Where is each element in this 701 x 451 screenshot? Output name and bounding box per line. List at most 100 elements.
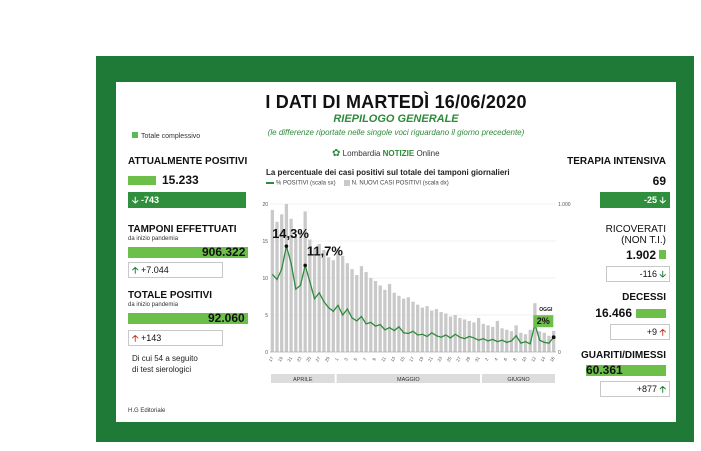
case-bar <box>430 310 434 352</box>
x-tick-label: 31 <box>474 355 481 362</box>
ti-delta-value: -25 <box>644 195 658 205</box>
x-tick-label: 12 <box>530 355 537 362</box>
ti-delta: -25 🡣 <box>600 192 670 208</box>
x-tick-label: 29 <box>465 355 472 362</box>
totpos-bar <box>128 313 248 324</box>
ric-label-2: (NON T.I.) <box>621 235 666 246</box>
tamponi-sub: da inizio pandemia <box>128 236 179 242</box>
case-bar <box>425 306 429 352</box>
case-bar <box>401 298 406 352</box>
case-bar <box>355 275 359 352</box>
x-tick-label: 8 <box>512 356 518 361</box>
chart-legend: % POSITIVI (scala sx) N. NUOVI CASI POSIT… <box>266 180 449 187</box>
brand-prefix: Lombardia <box>342 149 383 158</box>
case-bar <box>509 331 514 352</box>
legend-percent: % POSITIVI (scala sx) <box>276 180 336 187</box>
x-tick-label: 29 <box>324 355 331 362</box>
positivi-label: ATTUALMENTE POSITIVI <box>128 156 248 167</box>
totpos-delta-value: +143 <box>140 333 162 343</box>
x-tick-label: 3 <box>343 356 349 361</box>
month-label: APRILE <box>293 377 313 383</box>
arrow-up-icon: 🡡 <box>659 384 666 394</box>
x-tick-label: 21 <box>286 355 293 362</box>
case-bar <box>378 285 382 352</box>
brand-suffix: Online <box>414 149 440 158</box>
x-tick-label: 1 <box>334 356 340 361</box>
ric-bar <box>659 250 666 259</box>
case-bar <box>350 269 354 352</box>
page-subtitle: RIEPILOGO GENERALE <box>333 113 459 125</box>
x-tick-label: 7 <box>362 356 368 361</box>
gua-bar <box>586 365 666 376</box>
infographic-card: I DATI DI MARTEDÌ 16/06/2020 RIEPILOGO G… <box>116 82 676 422</box>
x-tick-label: 5 <box>353 356 359 361</box>
dec-bar <box>636 309 666 318</box>
case-bar <box>486 325 490 352</box>
case-bar <box>406 297 410 352</box>
x-tick-label: 9 <box>371 356 377 361</box>
x-tick-label: 4 <box>493 356 499 361</box>
case-bar <box>537 331 542 352</box>
ti-value: 69 <box>652 174 666 188</box>
case-bar <box>439 312 443 352</box>
y-tick-right: 0 <box>558 350 561 356</box>
totpos-sub: da inizio pandemia <box>128 302 179 308</box>
case-bar <box>416 304 420 352</box>
today-badge <box>533 315 554 328</box>
percent-line <box>271 246 555 345</box>
month-band <box>336 374 480 383</box>
gua-delta: +877 🡡 <box>600 381 670 397</box>
case-bar <box>523 334 528 352</box>
dec-label: DECESSI <box>622 292 666 303</box>
x-tick-label: 17 <box>268 355 275 362</box>
y-tick-left: 20 <box>262 202 268 208</box>
case-bar <box>514 325 518 352</box>
y-tick-left: 0 <box>265 350 268 356</box>
case-bar <box>336 248 340 352</box>
tamponi-value: 906.322 <box>202 245 246 259</box>
case-bar <box>331 260 335 352</box>
case-bar <box>392 292 396 352</box>
chart-title: La percentuale dei casi positivi sul tot… <box>266 168 510 177</box>
ric-delta: -116 🡣 <box>606 266 670 282</box>
totpos-delta: 🡡 +143 <box>128 330 223 346</box>
case-bar <box>383 289 387 352</box>
x-tick-label: 27 <box>455 355 462 362</box>
month-band <box>481 374 555 383</box>
annotation-point <box>303 263 307 268</box>
x-tick-label: 27 <box>315 355 322 362</box>
positivi-value: 15.233 <box>162 173 199 187</box>
x-tick-label: 19 <box>418 355 425 362</box>
case-bar <box>345 263 350 352</box>
dec-delta: +9 🡡 <box>610 324 670 340</box>
page-note: (le differenze riportate nelle singole v… <box>267 128 525 137</box>
case-bar <box>373 280 378 352</box>
sierologici-line-2: di test sierologici <box>132 365 192 374</box>
annotation-label: 11,7% <box>307 243 344 258</box>
case-bar <box>364 272 368 352</box>
x-tick-label: 14 <box>540 355 547 362</box>
dec-value: 16.466 <box>595 306 632 320</box>
gua-delta-value: +877 <box>636 384 658 394</box>
case-bar <box>326 257 331 352</box>
arrow-down-icon: 🡣 <box>659 269 666 279</box>
x-tick-label: 6 <box>503 356 509 361</box>
case-bar <box>528 329 532 352</box>
arrow-down-icon: 🡣 <box>132 195 139 205</box>
case-bar <box>411 301 415 352</box>
annotation-point <box>284 244 289 248</box>
case-bar <box>317 243 321 352</box>
y-tick-right: 1.000 <box>558 202 571 208</box>
case-bar <box>434 309 439 352</box>
x-tick-label: 23 <box>436 355 443 362</box>
arrow-up-red-icon: 🡡 <box>659 327 666 337</box>
tamponi-label: TAMPONI EFFETTUATI <box>128 224 237 235</box>
case-bar <box>284 204 289 352</box>
month-label: GIUGNO <box>507 377 530 383</box>
case-bar <box>280 214 284 352</box>
case-bar <box>294 236 298 352</box>
legend-bar-swatch <box>343 180 350 186</box>
month-label: MAGGIO <box>397 377 420 383</box>
y-tick-left: 10 <box>262 276 268 282</box>
x-tick-label: 16 <box>549 355 556 362</box>
